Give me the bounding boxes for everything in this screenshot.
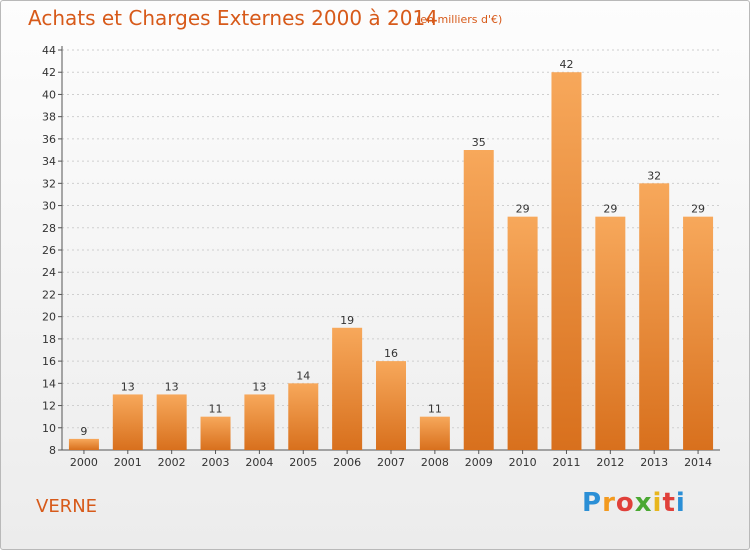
y-tick-label: 44 (42, 44, 56, 57)
bar-value-label: 35 (472, 136, 486, 149)
bar (288, 383, 319, 450)
x-tick-label: 2001 (114, 456, 142, 469)
bar (595, 216, 626, 450)
bar (68, 438, 99, 450)
x-tick-label: 2014 (684, 456, 712, 469)
y-tick-label: 36 (42, 133, 56, 146)
logo-letter: i (675, 488, 686, 518)
logo-letter: P (582, 488, 603, 518)
bar-value-label: 13 (165, 380, 179, 393)
x-tick-label: 2013 (640, 456, 668, 469)
y-tick-label: 26 (42, 244, 56, 257)
logo-letter: r (602, 488, 616, 518)
bar (639, 183, 670, 451)
y-tick-label: 42 (42, 66, 56, 79)
bar-value-label: 9 (80, 425, 87, 438)
y-tick-label: 38 (42, 111, 56, 124)
bar (244, 394, 275, 450)
bar-value-label: 42 (559, 58, 573, 71)
chart-title: Achats et Charges Externes 2000 à 2014 (28, 6, 438, 30)
y-tick-label: 40 (42, 88, 56, 101)
town-name: VERNE (36, 496, 98, 517)
logo-letter: t (662, 488, 676, 518)
y-tick-label: 12 (42, 400, 56, 413)
bar-value-label: 11 (209, 403, 223, 416)
y-tick-label: 22 (42, 288, 56, 301)
bar-value-label: 13 (252, 380, 266, 393)
x-tick-label: 2010 (509, 456, 537, 469)
bar-value-label: 29 (603, 203, 617, 216)
x-tick-label: 2003 (202, 456, 230, 469)
x-axis: 2000 2001 2002 2003 2004 2005 2006 2007 2008 2009… (70, 450, 712, 469)
bar (200, 416, 231, 450)
y-tick-label: 10 (42, 422, 56, 435)
y-tick-label: 16 (42, 355, 56, 368)
x-tick-label: 2002 (158, 456, 186, 469)
bar-value-label: 16 (384, 347, 398, 360)
bar (507, 216, 538, 450)
bar (112, 394, 143, 450)
proxiti-logo: Proxiti (582, 488, 686, 518)
y-tick-label: 14 (42, 377, 56, 390)
bar-value-label: 19 (340, 314, 354, 327)
x-tick-label: 2005 (289, 456, 317, 469)
y-tick-label: 34 (42, 155, 56, 168)
bar (551, 72, 582, 450)
x-tick-label: 2011 (552, 456, 580, 469)
x-tick-label: 2008 (421, 456, 449, 469)
bar-value-label: 14 (296, 369, 310, 382)
bar-value-label: 11 (428, 403, 442, 416)
bar-value-label: 13 (121, 380, 135, 393)
y-tick-label: 32 (42, 177, 56, 190)
y-tick-label: 28 (42, 222, 56, 235)
x-tick-label: 2012 (596, 456, 624, 469)
bar (376, 361, 406, 450)
y-tick-label: 18 (42, 333, 56, 346)
bar (683, 216, 714, 450)
bar (156, 394, 187, 450)
x-tick-label: 2007 (377, 456, 405, 469)
x-tick-label: 2000 (70, 456, 98, 469)
x-tick-label: 2006 (333, 456, 361, 469)
y-tick-label: 30 (42, 200, 56, 213)
bar (419, 416, 450, 450)
bars: 9 13 13 11 13 14 19 16 11 35 29 42 29 32 29 (68, 58, 714, 451)
bar (463, 150, 494, 450)
logo-letter: o (615, 488, 635, 518)
x-tick-label: 2009 (465, 456, 493, 469)
y-tick-label: 24 (42, 266, 56, 279)
y-tick-label: 8 (49, 444, 56, 457)
bar-value-label: 29 (691, 203, 705, 216)
y-tick-label: 20 (42, 311, 56, 324)
chart-subtitle: (en milliers d'€) (416, 13, 503, 26)
bar (332, 327, 363, 450)
bar-value-label: 32 (647, 169, 661, 182)
x-tick-label: 2004 (245, 456, 273, 469)
bar-value-label: 29 (516, 203, 530, 216)
logo-letter: x (634, 488, 653, 518)
logo-letter: i (652, 488, 663, 518)
